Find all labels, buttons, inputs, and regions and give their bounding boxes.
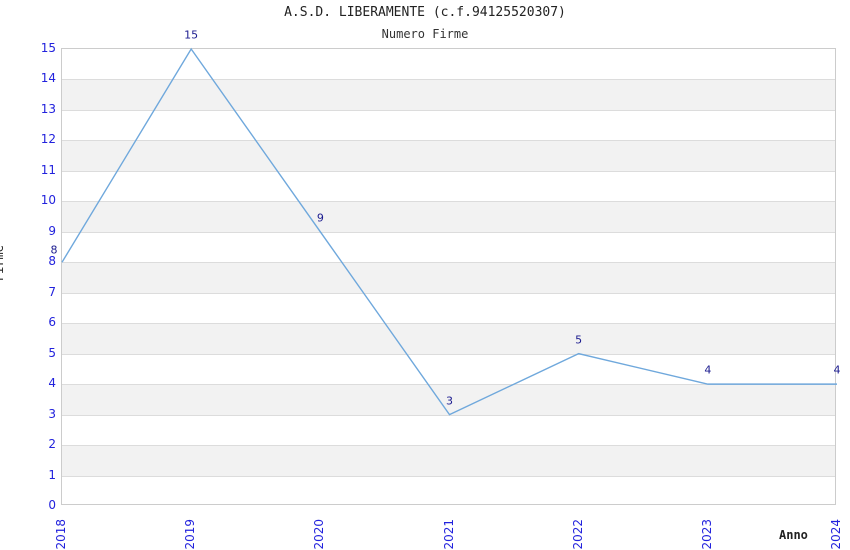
background-bands <box>62 49 835 504</box>
chart-title: A.S.D. LIBERAMENTE (c.f.94125520307) <box>284 5 566 20</box>
x-tick-label: 2021 <box>441 519 456 550</box>
background-band <box>62 201 835 232</box>
background-band <box>62 445 835 476</box>
x-tick-label: 2023 <box>699 519 714 550</box>
background-band <box>62 384 835 415</box>
gridline <box>62 384 835 385</box>
gridline <box>62 415 835 416</box>
data-point-label: 5 <box>575 333 583 347</box>
background-band <box>62 140 835 171</box>
gridline <box>62 262 835 263</box>
gridline <box>62 110 835 111</box>
series-line-layer <box>61 47 837 416</box>
background-band <box>62 323 835 354</box>
data-point-label: 9 <box>316 211 324 225</box>
y-tick-label: 14 <box>40 71 56 86</box>
gridline <box>62 171 835 172</box>
y-tick-label: 3 <box>48 406 56 421</box>
y-tick-label: 0 <box>48 498 56 512</box>
gridline <box>62 201 835 202</box>
gridline <box>62 476 835 477</box>
y-tick-label: 6 <box>48 315 56 330</box>
data-point-label: 15 <box>184 28 199 42</box>
x-tick-label: 2024 <box>829 519 843 550</box>
gridline <box>62 140 835 141</box>
y-tick-label: 4 <box>48 376 56 391</box>
gridline <box>62 354 835 355</box>
data-point-label: 8 <box>50 243 58 257</box>
gridline <box>62 445 835 446</box>
y-tick-label: 5 <box>48 345 56 360</box>
chart-subtitle: Numero Firme <box>381 27 469 41</box>
x-axis-title: Anno <box>779 528 808 542</box>
x-tick-label: 2018 <box>54 519 68 550</box>
plot-area: 8 15 9 3 5 4 4 <box>51 29 841 505</box>
y-tick-label: 1 <box>48 467 56 482</box>
y-tick-label: 2 <box>48 437 56 452</box>
y-tick-label: 13 <box>40 101 56 116</box>
y-axis-title: Firme <box>0 245 6 282</box>
line-series-numero-firme <box>61 47 837 416</box>
y-tick-label: 11 <box>40 162 56 177</box>
background-band <box>62 262 835 293</box>
gridline <box>62 79 835 80</box>
data-point-label: 3 <box>446 394 453 408</box>
y-tick-label: 15 <box>40 41 56 55</box>
gridline <box>62 323 835 324</box>
data-point-label: 4 <box>704 363 712 377</box>
y-tick-label: 10 <box>40 193 56 208</box>
x-tick-label: 2020 <box>312 519 327 550</box>
data-point-label: 4 <box>833 363 841 377</box>
y-tick-label: 12 <box>40 132 56 147</box>
x-tick-label: 2019 <box>183 519 198 550</box>
x-tick-label: 2022 <box>570 519 585 550</box>
background-band <box>62 79 835 110</box>
gridline <box>62 232 835 233</box>
y-tick-label: 8 <box>48 254 56 269</box>
x-axis-tick-labels: 2018 2019 2020 2021 2022 2023 2024 <box>54 509 843 550</box>
y-axis-tick-labels: 0 1 2 3 4 5 6 7 8 9 10 11 12 13 14 15 <box>8 42 56 511</box>
gridline <box>62 293 835 294</box>
y-tick-label: 7 <box>48 284 56 299</box>
y-tick-label: 9 <box>48 223 56 238</box>
